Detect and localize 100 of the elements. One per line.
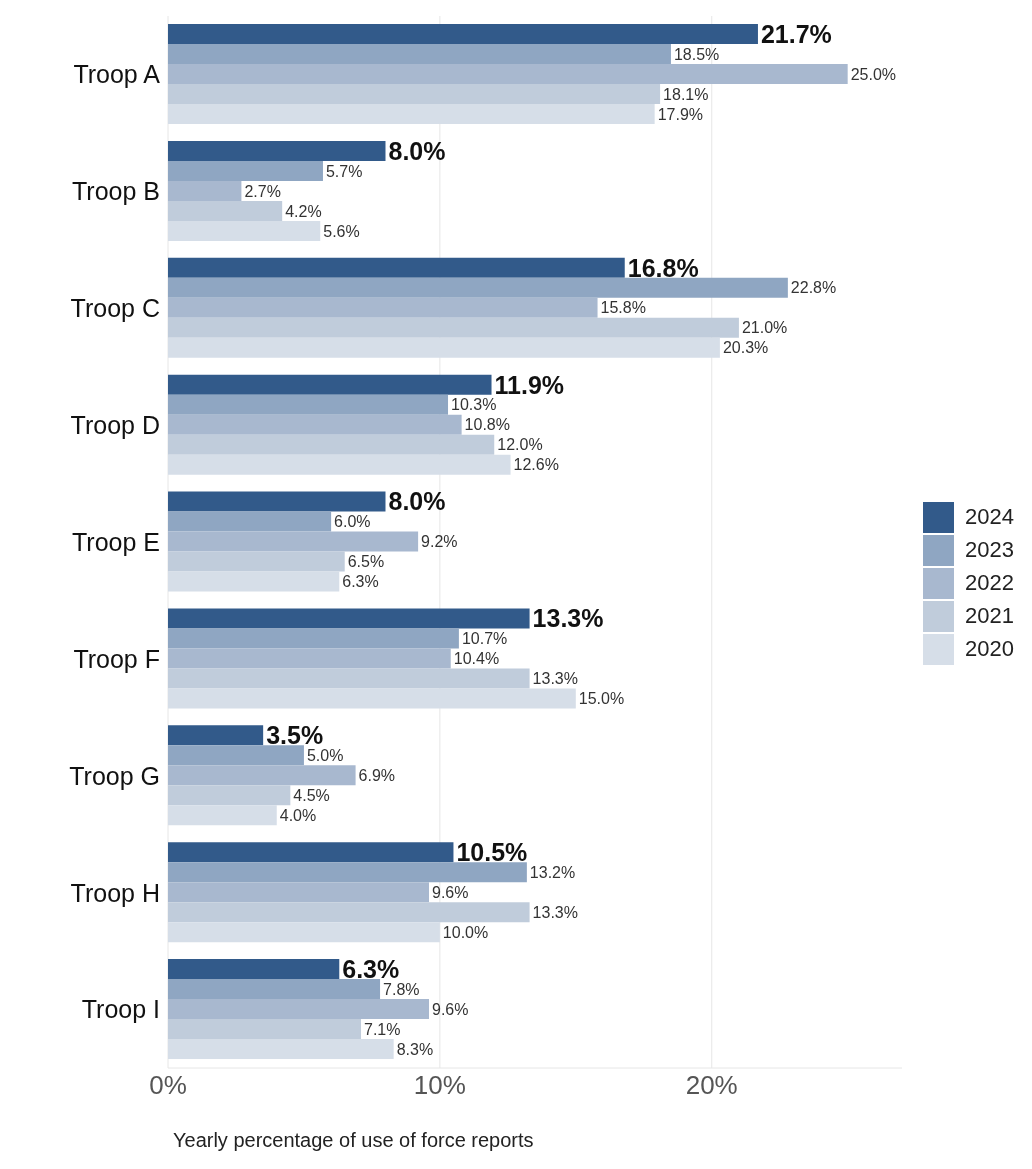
data-label: 6.9% bbox=[358, 767, 396, 785]
data-label: 10.7% bbox=[461, 630, 508, 648]
data-label: 18.1% bbox=[663, 85, 709, 103]
data-label: 10.0% bbox=[442, 923, 489, 941]
data-label: 12.0% bbox=[497, 436, 543, 454]
data-label: 10.5% bbox=[456, 838, 528, 867]
bar bbox=[168, 999, 429, 1020]
data-label: 7.1% bbox=[364, 1020, 401, 1038]
bar bbox=[168, 745, 304, 766]
data-label: 6.3% bbox=[342, 954, 400, 983]
data-label: 8.0% bbox=[388, 487, 446, 516]
bar bbox=[168, 628, 459, 649]
bar bbox=[168, 882, 429, 903]
bar bbox=[168, 1019, 362, 1040]
data-label: 18.5% bbox=[673, 45, 720, 63]
bar bbox=[168, 454, 511, 475]
x-tick-label: 20% bbox=[685, 1070, 738, 1101]
bar bbox=[168, 805, 277, 826]
data-label: 5.0% bbox=[306, 747, 344, 765]
data-label: 4.0% bbox=[279, 807, 317, 825]
y-tick-label: Troop F bbox=[73, 644, 160, 673]
data-label: 3.5% bbox=[266, 721, 324, 750]
bar bbox=[168, 725, 264, 746]
bar bbox=[168, 257, 625, 278]
bar bbox=[168, 414, 462, 435]
bar bbox=[168, 765, 356, 786]
data-label: 9.6% bbox=[431, 883, 469, 901]
legend-label: 2022 bbox=[965, 570, 1014, 596]
data-label: 6.0% bbox=[334, 513, 371, 531]
y-tick-label: Troop H bbox=[70, 878, 160, 907]
bar bbox=[168, 648, 451, 669]
x-tick-label: 0% bbox=[149, 1070, 187, 1101]
data-label: 11.9% bbox=[494, 370, 565, 399]
y-tick-label: Troop I bbox=[81, 995, 160, 1024]
data-label: 12.6% bbox=[513, 456, 559, 474]
bar bbox=[168, 608, 530, 629]
y-tick-label: Troop A bbox=[73, 60, 161, 89]
bar bbox=[168, 104, 655, 124]
y-tick-label: Troop D bbox=[70, 410, 160, 439]
data-label: 15.8% bbox=[600, 299, 646, 317]
bar bbox=[168, 374, 492, 395]
bar bbox=[168, 317, 739, 338]
bar bbox=[168, 551, 345, 572]
data-label: 22.8% bbox=[790, 279, 837, 297]
bar bbox=[168, 511, 332, 532]
data-label: 25.0% bbox=[850, 65, 897, 83]
data-label: 20.3% bbox=[722, 339, 769, 357]
data-label: 17.9% bbox=[657, 105, 704, 123]
data-label: 13.3% bbox=[532, 670, 578, 688]
bar bbox=[168, 220, 321, 241]
data-label: 5.6% bbox=[323, 222, 360, 240]
bar bbox=[168, 44, 671, 64]
legend-label: 2024 bbox=[965, 504, 1014, 530]
bar bbox=[168, 785, 291, 806]
data-label: 15.0% bbox=[578, 690, 625, 708]
y-tick-label: Troop E bbox=[71, 527, 160, 556]
bar bbox=[168, 180, 242, 201]
data-label: 8.0% bbox=[388, 136, 446, 165]
data-label: 9.6% bbox=[431, 1000, 469, 1018]
x-tick-label: 10% bbox=[413, 1070, 466, 1101]
data-label: 9.2% bbox=[421, 533, 458, 551]
data-label: 7.8% bbox=[383, 980, 420, 998]
legend-label: 2021 bbox=[965, 603, 1014, 629]
data-label: 6.3% bbox=[342, 573, 379, 591]
data-label: 10.4% bbox=[453, 650, 500, 668]
data-label: 10.3% bbox=[451, 396, 497, 414]
bar bbox=[168, 394, 449, 415]
data-label: 2.7% bbox=[244, 182, 281, 200]
data-label: 21.7% bbox=[760, 19, 832, 48]
legend-label: 2023 bbox=[965, 537, 1014, 563]
bar bbox=[168, 64, 848, 84]
data-label: 4.5% bbox=[293, 787, 330, 805]
y-tick-label: Troop G bbox=[69, 761, 160, 790]
bar bbox=[168, 160, 323, 181]
bar bbox=[168, 140, 386, 161]
data-label: 13.3% bbox=[532, 903, 578, 921]
bar bbox=[168, 434, 495, 455]
bar bbox=[168, 491, 386, 512]
data-label: 13.2% bbox=[529, 863, 576, 881]
data-label: 8.3% bbox=[396, 1040, 434, 1058]
bar bbox=[168, 688, 576, 709]
bar bbox=[168, 337, 720, 358]
bar bbox=[168, 24, 758, 44]
bar bbox=[168, 979, 381, 1000]
bar bbox=[168, 84, 661, 104]
bar bbox=[168, 277, 788, 298]
data-label: 4.2% bbox=[285, 202, 322, 220]
data-label: 13.3% bbox=[532, 604, 604, 633]
bar bbox=[168, 571, 340, 592]
data-label: 21.0% bbox=[741, 319, 788, 337]
data-label: 5.7% bbox=[325, 162, 363, 180]
bar bbox=[168, 297, 598, 318]
x-axis-title: Yearly percentage of use of force reports bbox=[173, 1129, 534, 1151]
data-label: 10.8% bbox=[464, 416, 510, 434]
legend-label: 2020 bbox=[965, 636, 1014, 662]
bar bbox=[168, 842, 454, 863]
bar bbox=[168, 959, 340, 980]
data-label: 6.5% bbox=[347, 553, 385, 571]
bar bbox=[168, 862, 527, 883]
bar bbox=[168, 922, 440, 943]
